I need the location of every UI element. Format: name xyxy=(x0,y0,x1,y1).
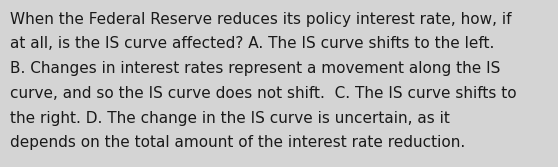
Text: at all, is the IS curve affected? A. The IS curve shifts to the left.: at all, is the IS curve affected? A. The… xyxy=(10,36,494,51)
Text: curve, and so the IS curve does not shift.  C. The IS curve shifts to: curve, and so the IS curve does not shif… xyxy=(10,86,517,101)
Text: depends on the total amount of the interest rate reduction.: depends on the total amount of the inter… xyxy=(10,135,465,150)
Text: When the Federal Reserve reduces its policy interest rate, how, if: When the Federal Reserve reduces its pol… xyxy=(10,12,512,27)
Text: B. Changes in interest rates represent a movement along the IS: B. Changes in interest rates represent a… xyxy=(10,61,501,76)
Text: the right. D. The change in the IS curve is uncertain, as it: the right. D. The change in the IS curve… xyxy=(10,111,450,126)
